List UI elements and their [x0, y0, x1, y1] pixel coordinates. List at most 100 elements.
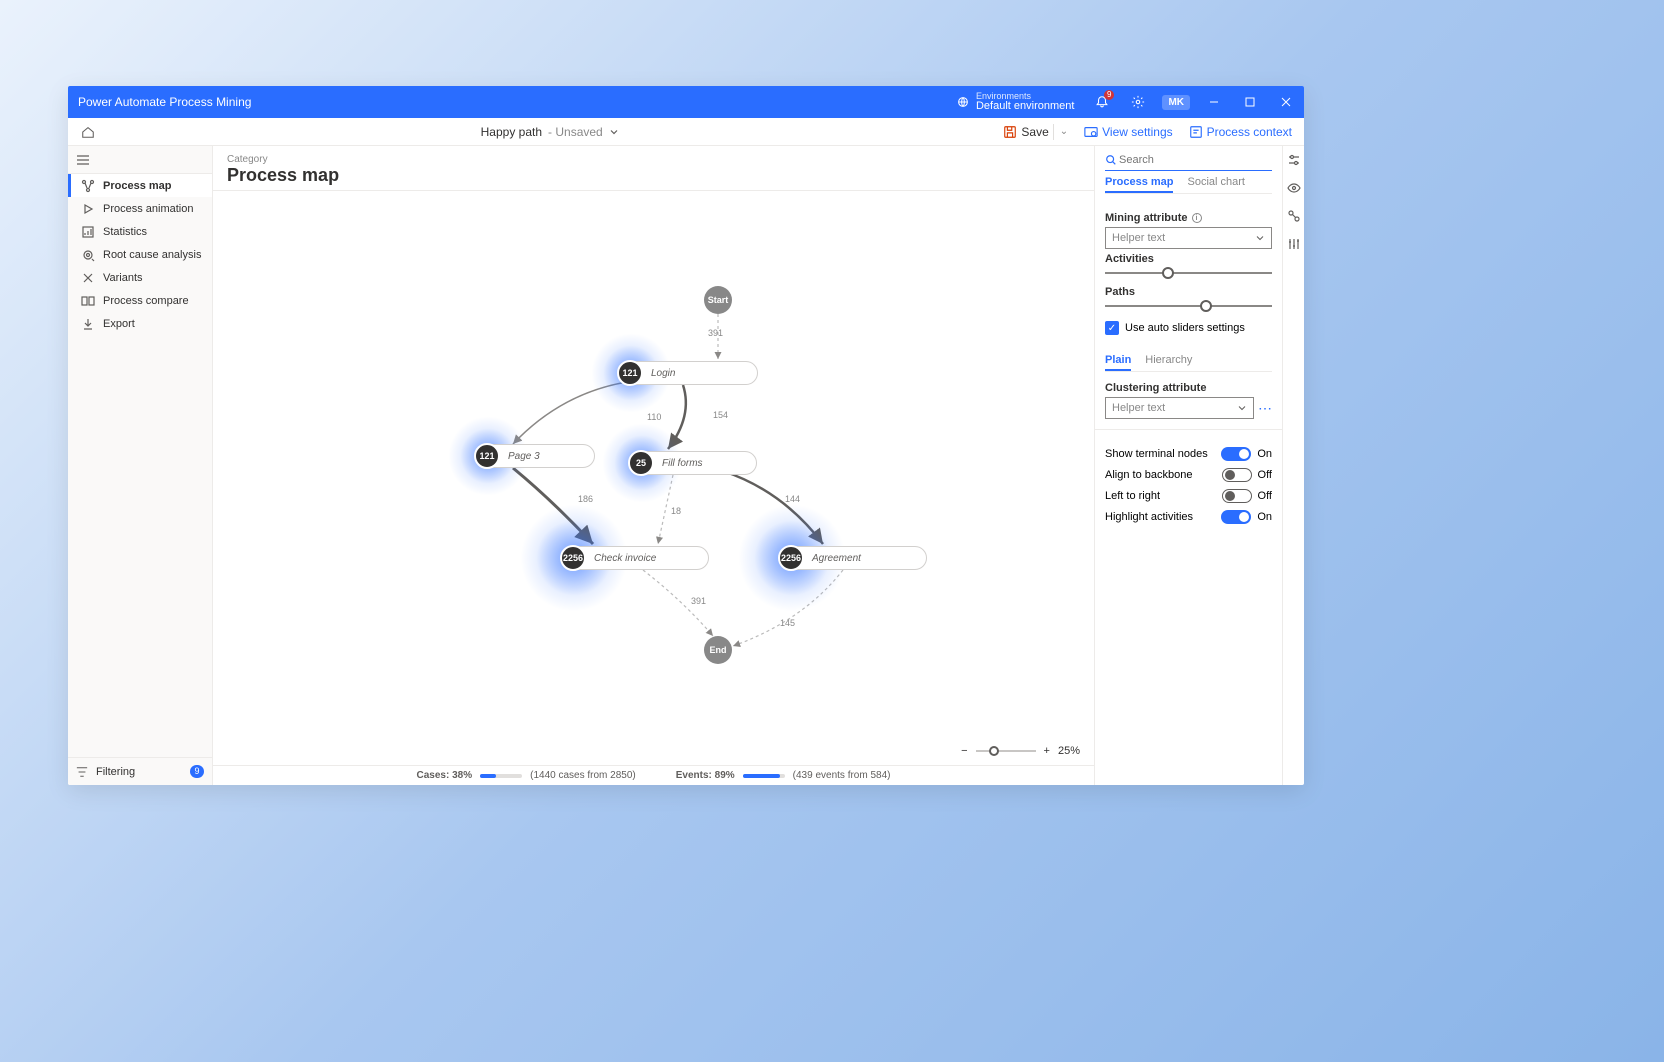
switch-ltr[interactable]	[1222, 489, 1252, 503]
sliders-icon	[1287, 153, 1301, 167]
search-input[interactable]	[1117, 152, 1272, 168]
activities-slider[interactable]	[1105, 272, 1272, 274]
start-node[interactable]: Start	[704, 286, 732, 314]
env-label: Environments	[976, 92, 1074, 101]
nav-icon	[81, 179, 95, 193]
checkbox-icon: ✓	[1105, 321, 1119, 335]
notification-badge: 9	[1104, 90, 1114, 100]
search-field[interactable]	[1105, 150, 1272, 171]
zoom-value: 25%	[1058, 745, 1080, 757]
events-detail: (439 events from 584)	[793, 770, 891, 781]
filtering-label: Filtering	[96, 766, 135, 778]
switch-highlight[interactable]	[1221, 510, 1251, 524]
edge-label: 144	[785, 494, 800, 504]
edge-label: 154	[713, 410, 728, 420]
home-button[interactable]	[76, 120, 100, 144]
activity-fill[interactable]: 25 Fill forms	[629, 451, 757, 475]
rail-nodes[interactable]	[1286, 208, 1302, 224]
sidebar-item-process-compare[interactable]: Process compare	[68, 289, 212, 312]
edge-label: 145	[780, 618, 795, 628]
save-button[interactable]: Save ⌄	[999, 122, 1072, 142]
nav-icon	[81, 248, 95, 262]
tab-social-chart[interactable]: Social chart	[1187, 173, 1244, 193]
subtab-plain[interactable]: Plain	[1105, 351, 1131, 371]
page-title: Process map	[227, 165, 1080, 186]
switch-backbone[interactable]	[1222, 468, 1252, 482]
process-context-button[interactable]: Process context	[1185, 123, 1296, 141]
adjust-icon	[1287, 237, 1301, 251]
clustering-dropdown[interactable]: Helper text	[1105, 397, 1254, 419]
titlebar: Power Automate Process Mining Environmen…	[68, 86, 1304, 118]
nav-icon	[81, 225, 95, 239]
rail-view[interactable]	[1286, 180, 1302, 196]
minimize-icon	[1209, 97, 1219, 107]
subtab-hierarchy[interactable]: Hierarchy	[1145, 351, 1192, 371]
switch-terminal[interactable]	[1221, 447, 1251, 461]
paths-label: Paths	[1105, 286, 1272, 298]
edge-label: 110	[647, 412, 661, 422]
sidebar-item-statistics[interactable]: Statistics	[68, 220, 212, 243]
clustering-more-button[interactable]: ⋯	[1258, 400, 1272, 417]
cases-label: Cases: 38%	[417, 770, 473, 781]
home-icon	[81, 125, 95, 139]
minimize-button[interactable]	[1196, 86, 1232, 118]
info-icon[interactable]: i	[1192, 213, 1202, 223]
sidebar-item-root-cause-analysis[interactable]: Root cause analysis	[68, 243, 212, 266]
save-dropdown[interactable]: ⌄	[1060, 126, 1068, 137]
filtering-count: 9	[190, 765, 204, 778]
end-node[interactable]: End	[704, 636, 732, 664]
cases-detail: (1440 cases from 2850)	[530, 770, 636, 781]
environment-icon	[956, 95, 970, 109]
sidebar-item-variants[interactable]: Variants	[68, 266, 212, 289]
zoom-out-button[interactable]: −	[961, 745, 967, 757]
nodes-icon	[1287, 209, 1301, 223]
rail-settings[interactable]	[1286, 236, 1302, 252]
chevron-down-icon	[609, 127, 619, 137]
notifications-button[interactable]: 9	[1084, 86, 1120, 118]
maximize-button[interactable]	[1232, 86, 1268, 118]
view-settings-button[interactable]: View settings	[1080, 123, 1176, 141]
sidebar-item-export[interactable]: Export	[68, 312, 212, 335]
close-button[interactable]	[1268, 86, 1304, 118]
main-area: Category Process map − + 25% StartEnd 12…	[213, 146, 1094, 785]
sidebar-toggle[interactable]	[68, 146, 212, 174]
app-window: Power Automate Process Mining Environmen…	[68, 86, 1304, 785]
env-value: Default environment	[976, 101, 1074, 112]
clustering-label: Clustering attribute	[1105, 382, 1272, 394]
paths-slider[interactable]	[1105, 305, 1272, 307]
right-panel: Process map Social chart Mining attribut…	[1094, 146, 1304, 785]
close-icon	[1281, 97, 1291, 107]
process-canvas[interactable]: − + 25% Start End 121 Login 121 Page 3 25…	[213, 190, 1094, 765]
sidebar-item-process-map[interactable]: Process map	[68, 174, 212, 197]
activities-label: Activities	[1105, 253, 1272, 265]
zoom-control: − + 25%	[961, 745, 1080, 757]
edge-label: 391	[691, 596, 706, 606]
user-avatar[interactable]: MK	[1162, 95, 1190, 110]
auto-sliders-checkbox[interactable]: ✓ Use auto sliders settings	[1105, 321, 1272, 335]
nav-icon	[81, 317, 95, 331]
toggle-backbone: Align to backbone Off	[1105, 468, 1272, 482]
zoom-in-button[interactable]: +	[1044, 745, 1050, 757]
doc-state: - Unsaved	[548, 125, 603, 139]
nav-icon	[81, 294, 95, 308]
zoom-slider[interactable]	[976, 750, 1036, 752]
environment-picker[interactable]: Environments Default environment	[946, 92, 1084, 112]
sidebar: Process mapProcess animationStatisticsRo…	[68, 146, 213, 785]
tab-process-map[interactable]: Process map	[1105, 173, 1173, 193]
settings-button[interactable]	[1120, 86, 1156, 118]
events-label: Events: 89%	[676, 770, 735, 781]
chevron-down-icon	[1237, 403, 1247, 413]
filtering-button[interactable]: Filtering 9	[68, 757, 212, 785]
activity-agree[interactable]: 2256 Agreement	[779, 546, 927, 570]
mining-attr-dropdown[interactable]: Helper text	[1105, 227, 1272, 249]
mining-attr-label: Mining attribute i	[1105, 212, 1272, 224]
activity-login[interactable]: 121 Login	[618, 361, 758, 385]
document-title[interactable]: Happy path - Unsaved	[100, 125, 999, 139]
activity-page3[interactable]: 121 Page 3	[475, 444, 595, 468]
toggle-terminal: Show terminal nodes On	[1105, 447, 1272, 461]
statusbar: Cases: 38% (1440 cases from 2850) Events…	[213, 765, 1094, 785]
activity-check[interactable]: 2256 Check invoice	[561, 546, 709, 570]
toggle-ltr: Left to right Off	[1105, 489, 1272, 503]
sidebar-item-process-animation[interactable]: Process animation	[68, 197, 212, 220]
rail-customize[interactable]	[1286, 152, 1302, 168]
